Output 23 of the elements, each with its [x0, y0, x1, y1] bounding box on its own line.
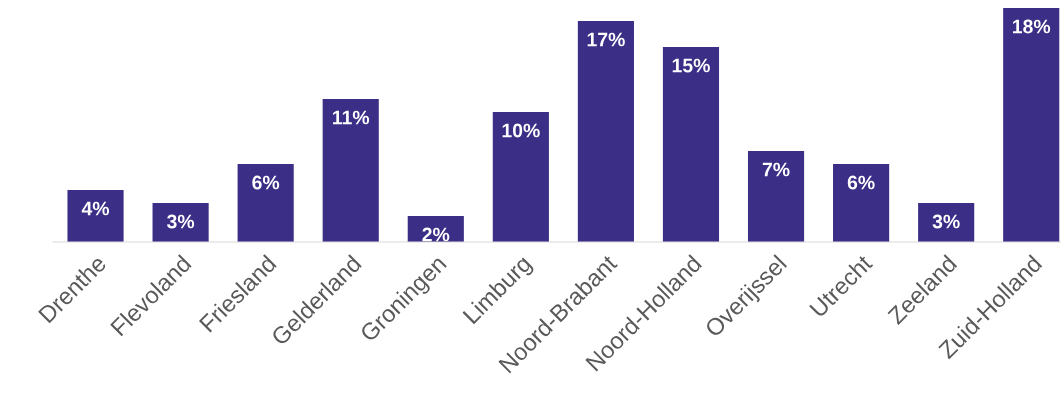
bar — [662, 47, 720, 242]
bar — [833, 164, 890, 242]
bar — [492, 112, 549, 242]
data-label: 7% — [762, 162, 790, 177]
data-label: 3% — [932, 214, 960, 229]
data-label: 4% — [81, 201, 110, 216]
data-label: 15% — [672, 58, 710, 73]
data-label: 6% — [252, 175, 280, 190]
data-label: 17% — [587, 32, 625, 47]
bar — [1003, 8, 1060, 242]
bar — [577, 21, 634, 242]
bar — [322, 99, 379, 242]
bar — [237, 164, 294, 242]
bar — [747, 151, 805, 242]
bar — [918, 203, 975, 242]
data-label: 3% — [166, 214, 195, 229]
data-label: 11% — [333, 110, 370, 125]
data-label: 10% — [502, 123, 540, 138]
bar — [67, 190, 124, 242]
data-label: 6% — [847, 175, 875, 190]
data-label: 2% — [422, 227, 450, 242]
data-label: 18% — [1012, 19, 1051, 34]
bar — [152, 203, 209, 242]
